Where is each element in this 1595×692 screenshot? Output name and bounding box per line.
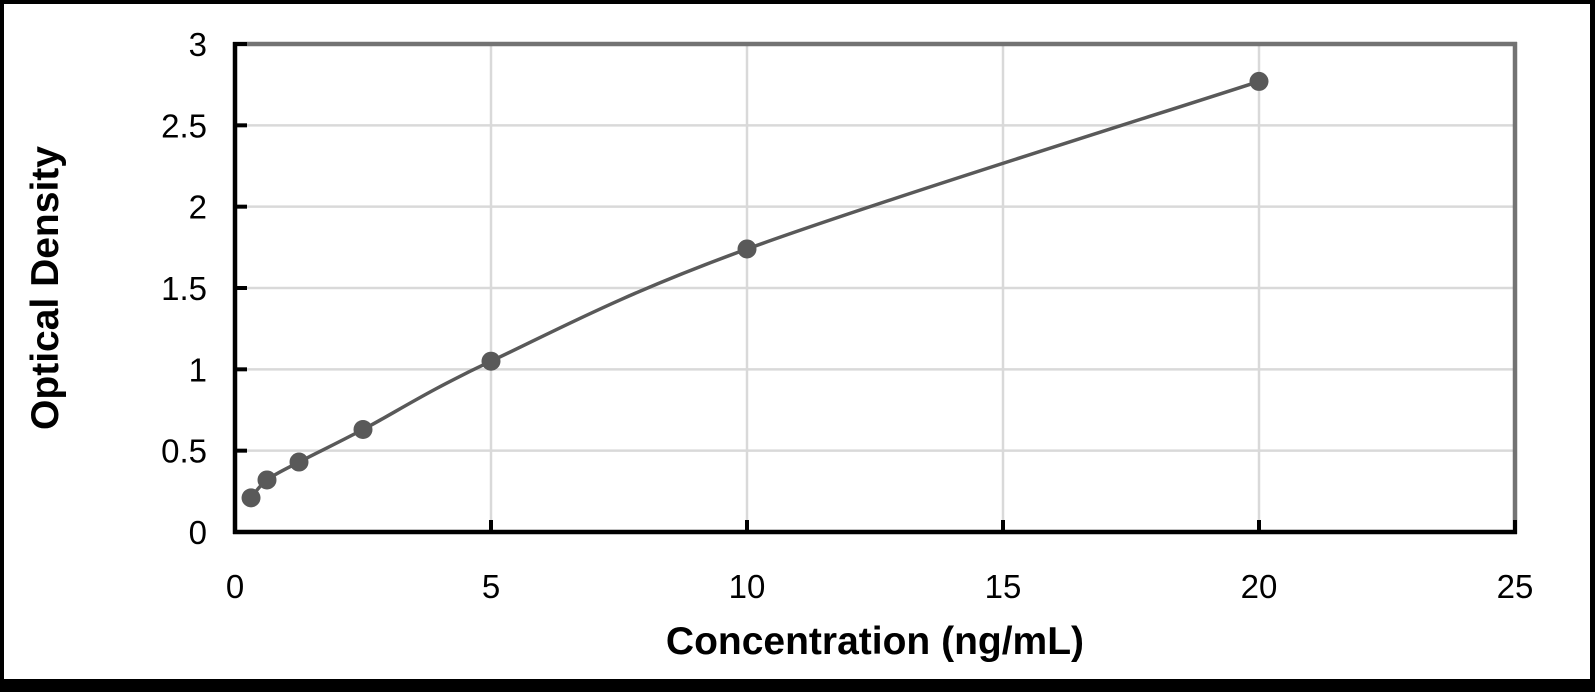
data-series xyxy=(241,71,1269,508)
axes xyxy=(232,42,1517,535)
y-tick-label: 3 xyxy=(189,26,207,63)
tick-labels: 0 0.5 1 1.5 2 2.5 3 0 5 10 15 20 25 xyxy=(161,26,1533,605)
y-tick-label: 2 xyxy=(189,189,207,226)
data-point xyxy=(353,420,373,440)
x-tick-label: 0 xyxy=(226,568,244,605)
y-axis-title: Optical Density xyxy=(24,146,67,430)
x-tick-label: 10 xyxy=(729,568,766,605)
frame-right xyxy=(1590,0,1595,692)
y-tick-label: 1 xyxy=(189,351,207,388)
series-line xyxy=(249,79,1261,500)
y-tick-label: 1.5 xyxy=(161,270,207,307)
frame-bottom xyxy=(0,679,1595,692)
data-point xyxy=(1249,71,1269,91)
frame-left xyxy=(0,0,4,692)
plot-area-border xyxy=(233,41,1518,534)
x-axis-title: Concentration (ng/mL) xyxy=(666,620,1084,663)
x-tick-label: 5 xyxy=(482,568,500,605)
y-tick-label: 2.5 xyxy=(161,107,207,144)
data-point xyxy=(241,488,261,508)
data-point xyxy=(737,239,757,259)
data-point xyxy=(257,470,277,490)
gridlines xyxy=(235,42,1517,532)
y-tick-label: 0.5 xyxy=(161,433,207,470)
x-tick-label: 15 xyxy=(985,568,1022,605)
data-point xyxy=(481,351,501,371)
x-tick-label: 25 xyxy=(1497,568,1534,605)
data-point xyxy=(289,452,309,472)
y-tick-label: 0 xyxy=(189,514,207,551)
frame-top xyxy=(0,0,1595,4)
x-tick-label: 20 xyxy=(1241,568,1278,605)
